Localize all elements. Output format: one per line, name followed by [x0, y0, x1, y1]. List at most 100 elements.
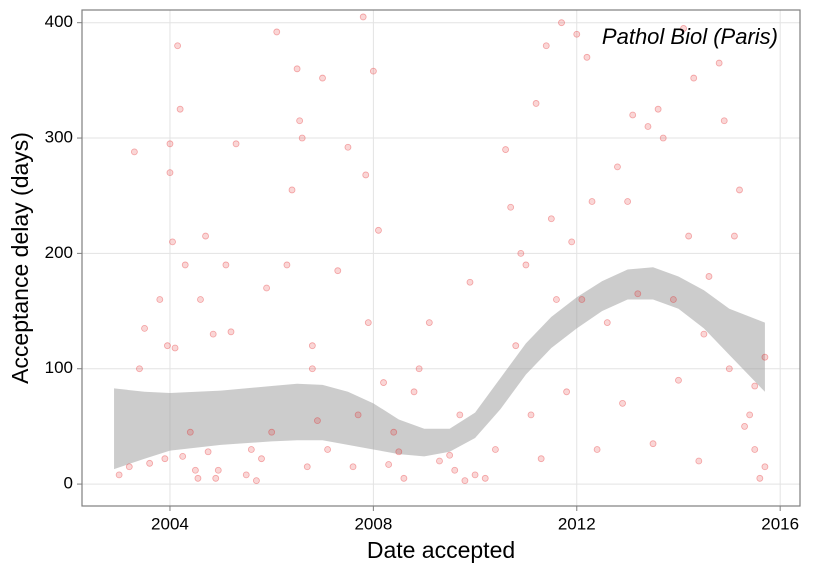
- data-point: [619, 399, 626, 407]
- data-point: [125, 463, 133, 471]
- data-point: [669, 296, 677, 303]
- data-point: [268, 428, 276, 436]
- y-tick-label: 400: [45, 12, 73, 31]
- data-point: [204, 448, 212, 456]
- data-point: [186, 428, 194, 436]
- data-point: [395, 448, 403, 456]
- data-point: [141, 324, 148, 332]
- data-point: [532, 100, 540, 107]
- data-point: [197, 296, 204, 303]
- data-point: [578, 296, 586, 303]
- data-point: [212, 474, 220, 482]
- data-point: [588, 198, 596, 205]
- data-point: [314, 417, 321, 425]
- confidence-band: [114, 267, 765, 470]
- data-point: [319, 74, 326, 82]
- data-point: [115, 471, 123, 479]
- data-point: [746, 411, 754, 419]
- data-point: [471, 471, 479, 479]
- x-tick-label: 2012: [558, 514, 596, 533]
- data-point: [130, 148, 138, 156]
- data-point: [446, 451, 454, 459]
- data-point: [461, 477, 469, 485]
- data-point: [537, 455, 545, 463]
- data-point: [593, 446, 601, 453]
- data-point: [169, 238, 176, 246]
- data-point: [675, 376, 682, 384]
- data-point: [166, 140, 174, 148]
- y-tick-label: 200: [45, 243, 73, 262]
- data-point: [695, 457, 703, 465]
- x-tick-label: 2008: [354, 514, 392, 533]
- data-point: [293, 65, 301, 73]
- data-point: [179, 452, 187, 460]
- data-point: [573, 30, 581, 38]
- data-point: [654, 105, 662, 113]
- data-point: [202, 232, 209, 240]
- data-point: [624, 198, 632, 205]
- data-point: [614, 163, 621, 171]
- data-point: [362, 171, 370, 179]
- data-point: [761, 463, 769, 471]
- data-point: [558, 19, 565, 27]
- data-point: [522, 261, 530, 269]
- data-point: [690, 74, 698, 82]
- data-point: [751, 382, 759, 390]
- data-point: [334, 267, 342, 275]
- data-point: [171, 344, 179, 352]
- data-point: [344, 143, 352, 151]
- data-point: [415, 365, 423, 373]
- data-point: [209, 330, 217, 338]
- data-point: [247, 446, 255, 453]
- data-point: [680, 25, 687, 32]
- y-tick-label: 100: [45, 358, 73, 377]
- data-point: [263, 284, 270, 292]
- data-point: [324, 446, 332, 453]
- data-point: [649, 440, 657, 448]
- data-point: [296, 117, 304, 125]
- data-point: [563, 388, 570, 396]
- data-point: [359, 13, 367, 21]
- data-point: [222, 261, 230, 269]
- plot-border: [81, 9, 801, 507]
- data-point: [451, 466, 459, 474]
- data-point: [156, 296, 164, 303]
- data-point: [136, 365, 143, 373]
- data-point: [232, 140, 240, 148]
- data-point: [298, 134, 306, 142]
- annotation: Pathol Biol (Paris): [602, 24, 778, 49]
- y-axis-label: Acceptance delay (days): [7, 132, 33, 384]
- data-point: [715, 59, 723, 67]
- data-point: [517, 249, 525, 257]
- data-point: [214, 466, 222, 474]
- data-point: [425, 319, 433, 326]
- data-point: [194, 474, 202, 482]
- data-point: [364, 319, 372, 326]
- data-point: [354, 411, 362, 419]
- data-point: [700, 330, 708, 338]
- data-point: [181, 261, 189, 269]
- data-point: [507, 203, 515, 211]
- y-tick-label: 300: [45, 128, 73, 147]
- data-point: [547, 215, 555, 223]
- y-tick-label: 0: [64, 474, 73, 493]
- data-point: [400, 474, 408, 482]
- data-point: [741, 423, 748, 430]
- x-tick-label: 2016: [761, 514, 799, 533]
- data-point: [542, 42, 550, 50]
- data-point: [603, 319, 611, 326]
- data-point: [736, 186, 743, 194]
- data-point: [568, 238, 576, 246]
- data-point: [166, 169, 174, 177]
- data-point: [492, 446, 499, 453]
- data-point: [161, 455, 169, 463]
- data-point: [176, 105, 184, 113]
- data-point: [629, 111, 637, 119]
- data-point: [553, 296, 560, 303]
- data-point: [456, 411, 464, 419]
- x-tick-label: 2004: [151, 514, 189, 533]
- data-point: [375, 226, 382, 234]
- data-point: [308, 365, 316, 373]
- data-point: [390, 428, 398, 436]
